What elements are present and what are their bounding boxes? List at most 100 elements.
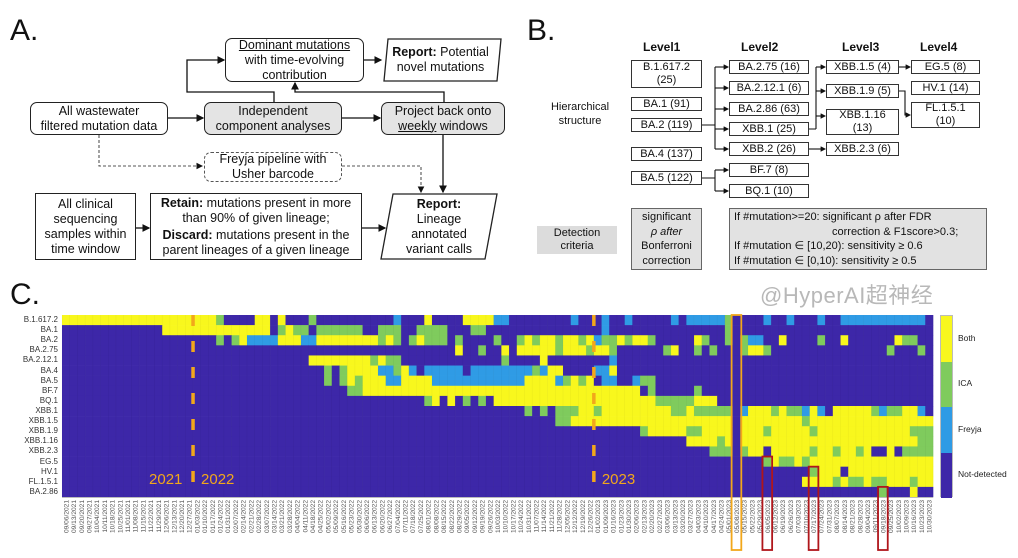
heatmap-cell: [609, 426, 618, 437]
row-label: XBB.1.9: [28, 426, 58, 436]
heatmap-cell: [771, 335, 780, 346]
heatmap-cell: [655, 345, 664, 356]
heatmap-cell: [262, 466, 271, 478]
heatmap-cell: [801, 325, 810, 336]
date-tick-label: 12/13/2021: [171, 500, 178, 533]
heatmap-cell: [393, 365, 402, 376]
heatmap-cell: [748, 486, 757, 498]
heatmap-cell: [169, 315, 178, 326]
heatmap-cell: [431, 315, 440, 326]
heatmap-cell: [832, 355, 841, 366]
heatmap-cell: [509, 446, 518, 457]
heatmap-cell: [501, 345, 510, 356]
heatmap-cell: [239, 456, 248, 467]
heatmap-cell: [909, 416, 918, 427]
heatmap-cell: [794, 325, 803, 336]
heatmap-cell: [871, 446, 880, 457]
heatmap-cell: [817, 335, 826, 346]
heatmap-cell: [817, 446, 826, 457]
lineage-label: XBB.2 (26): [742, 142, 796, 155]
heatmap-cell: [262, 345, 271, 356]
heatmap-cell: [431, 486, 440, 498]
heatmap-cell: [848, 325, 857, 336]
level1-criteria-box: significant ρ after Bonferroni correctio…: [631, 208, 702, 270]
heatmap-cell: [339, 325, 348, 336]
heatmap-cell: [763, 375, 772, 387]
heatmap-cell: [563, 416, 572, 427]
heatmap-cell: [547, 486, 556, 498]
heatmap-cell: [578, 406, 587, 417]
heatmap-cell: [670, 456, 679, 467]
heatmap-cell: [524, 365, 533, 376]
heatmap-cell: [748, 385, 757, 397]
date-tick-label: 03/20/2023: [680, 500, 687, 533]
heatmap-cell: [462, 426, 471, 437]
heatmap-cell: [162, 446, 171, 457]
heatmap-cell: [162, 325, 171, 336]
heatmap-cell: [578, 365, 587, 376]
heatmap-cell: [493, 466, 502, 478]
heatmap-cell: [277, 345, 286, 356]
heatmap-cell: [200, 335, 209, 346]
heatmap-cell: [354, 355, 363, 366]
heatmap-cell: [694, 345, 703, 356]
heatmap-cell: [439, 476, 448, 488]
colorbar-segment: [941, 361, 952, 407]
heatmap-cell: [169, 345, 178, 356]
heatmap-cell: [146, 355, 155, 366]
heatmap-cell: [794, 355, 803, 366]
heatmap-cell: [378, 335, 387, 346]
heatmap-cell: [408, 345, 417, 356]
heatmap-cell: [678, 436, 687, 447]
heatmap-cell: [593, 335, 602, 346]
heatmap-cell: [285, 355, 294, 366]
heatmap-cell: [100, 375, 109, 387]
heatmap-cell: [555, 416, 564, 427]
heatmap-cell: [293, 395, 302, 407]
heatmap-cell: [223, 486, 232, 498]
heatmap-cell: [162, 426, 171, 437]
heatmap-cell: [909, 466, 918, 478]
heatmap-cell: [139, 385, 148, 397]
heatmap-cell: [825, 325, 834, 336]
heatmap-cell: [516, 325, 525, 336]
heatmap-cell: [848, 436, 857, 447]
heatmap-cell: [69, 456, 78, 467]
heatmap-cell: [570, 395, 579, 407]
heatmap-cell: [794, 395, 803, 407]
heatmap-cell: [262, 335, 271, 346]
heatmap-cell: [524, 436, 533, 447]
heatmap-cell: [439, 375, 448, 387]
heatmap-cell: [670, 476, 679, 488]
heatmap-cell: [169, 486, 178, 498]
heatmap-cell: [925, 365, 934, 376]
heatmap-cell: [832, 345, 841, 356]
discard-label: Discard:: [162, 227, 213, 242]
heatmap-cell: [663, 315, 672, 326]
heatmap-cell: [624, 456, 633, 467]
heatmap-cell: [177, 365, 186, 376]
wastewater-data-box: All wastewater filtered mutation data: [30, 102, 168, 135]
heatmap-cell: [655, 486, 664, 498]
heatmap-cell: [339, 456, 348, 467]
heatmap-cell: [100, 365, 109, 376]
heatmap-cell: [308, 345, 317, 356]
heatmap-cell: [424, 325, 433, 336]
heatmap-cell: [162, 355, 171, 366]
heatmap-cell: [532, 325, 541, 336]
heatmap-cell: [586, 395, 595, 407]
heatmap-cell: [354, 466, 363, 478]
heatmap-cell: [809, 416, 818, 427]
heatmap-cell: [578, 335, 587, 346]
heatmap-cell: [794, 416, 803, 427]
heatmap-cell: [501, 436, 510, 447]
heatmap-cell: [655, 325, 664, 336]
heatmap-cell: [393, 486, 402, 498]
panel-b-letter: B.: [527, 14, 556, 47]
heatmap-cell: [532, 466, 541, 478]
heatmap-cell: [817, 406, 826, 417]
heatmap-cell: [555, 395, 564, 407]
heatmap-cell: [786, 355, 795, 366]
heatmap-cell: [354, 416, 363, 427]
heatmap-cell: [131, 335, 140, 346]
